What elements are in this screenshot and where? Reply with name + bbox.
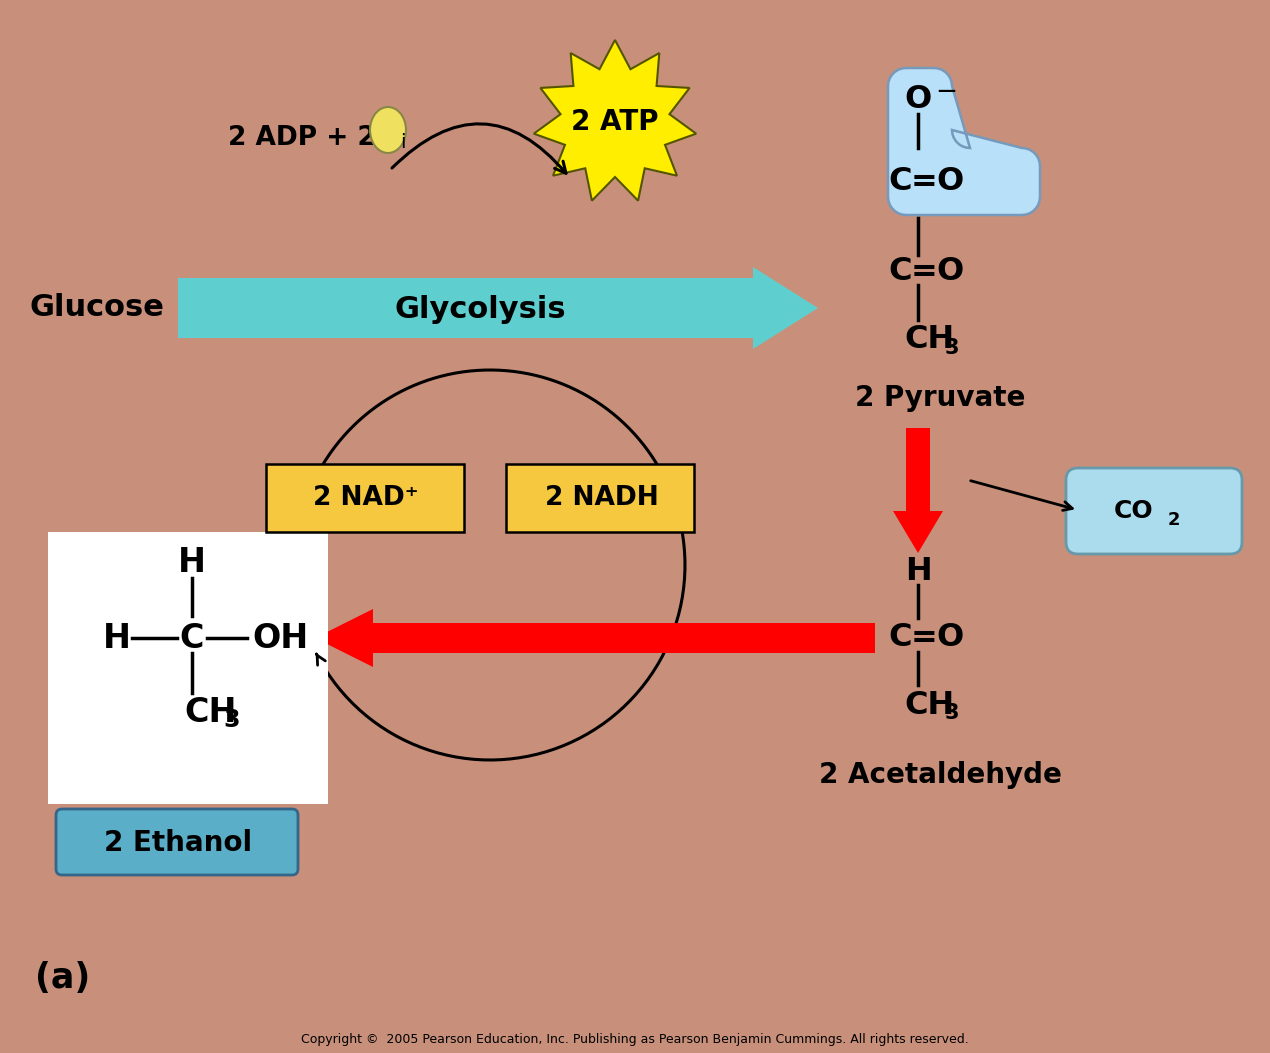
Text: H: H <box>103 621 131 655</box>
Text: (a): (a) <box>36 961 90 995</box>
Text: =: = <box>911 622 937 654</box>
Text: CH: CH <box>904 690 954 720</box>
Text: CH: CH <box>184 695 236 729</box>
Text: O: O <box>936 622 964 654</box>
Bar <box>48 532 328 804</box>
Text: C: C <box>888 622 912 654</box>
Text: 2: 2 <box>1167 511 1180 529</box>
Text: H: H <box>904 556 931 588</box>
FancyArrow shape <box>893 428 944 553</box>
Ellipse shape <box>370 107 406 153</box>
FancyArrow shape <box>178 267 818 349</box>
Text: C: C <box>888 166 912 198</box>
Polygon shape <box>533 40 696 201</box>
Text: =: = <box>911 166 937 198</box>
FancyBboxPatch shape <box>505 464 693 532</box>
Text: Glycolysis: Glycolysis <box>394 296 566 324</box>
Polygon shape <box>888 68 1040 215</box>
Text: 2 Acetaldehyde: 2 Acetaldehyde <box>819 761 1062 789</box>
Text: 3: 3 <box>224 708 240 732</box>
Text: =: = <box>911 257 937 287</box>
FancyBboxPatch shape <box>1066 468 1242 554</box>
Text: H: H <box>178 547 206 579</box>
Text: 2 Ethanol: 2 Ethanol <box>104 829 251 857</box>
Text: 2 ADP + 2: 2 ADP + 2 <box>229 125 376 151</box>
Text: CO: CO <box>1114 499 1154 523</box>
Text: O: O <box>936 166 964 198</box>
Text: O: O <box>936 257 964 287</box>
Text: C: C <box>888 257 912 287</box>
Text: C: C <box>180 621 204 655</box>
Text: 2 NAD⁺: 2 NAD⁺ <box>314 485 419 511</box>
Text: 3: 3 <box>945 703 959 723</box>
Text: 2 Pyruvate: 2 Pyruvate <box>855 384 1025 412</box>
Text: 3: 3 <box>945 338 959 358</box>
FancyArrow shape <box>315 609 875 667</box>
Text: −: − <box>935 79 958 105</box>
Text: Copyright ©  2005 Pearson Education, Inc. Publishing as Pearson Benjamin Cumming: Copyright © 2005 Pearson Education, Inc.… <box>301 1033 969 1047</box>
FancyBboxPatch shape <box>56 809 298 875</box>
Text: O: O <box>904 84 932 116</box>
Text: Glucose: Glucose <box>29 294 164 322</box>
Text: 2 NADH: 2 NADH <box>545 485 659 511</box>
Text: i: i <box>400 133 405 152</box>
Text: 2 ATP: 2 ATP <box>572 108 659 136</box>
FancyBboxPatch shape <box>265 464 464 532</box>
Text: CH: CH <box>904 324 954 356</box>
Text: OH: OH <box>251 621 309 655</box>
